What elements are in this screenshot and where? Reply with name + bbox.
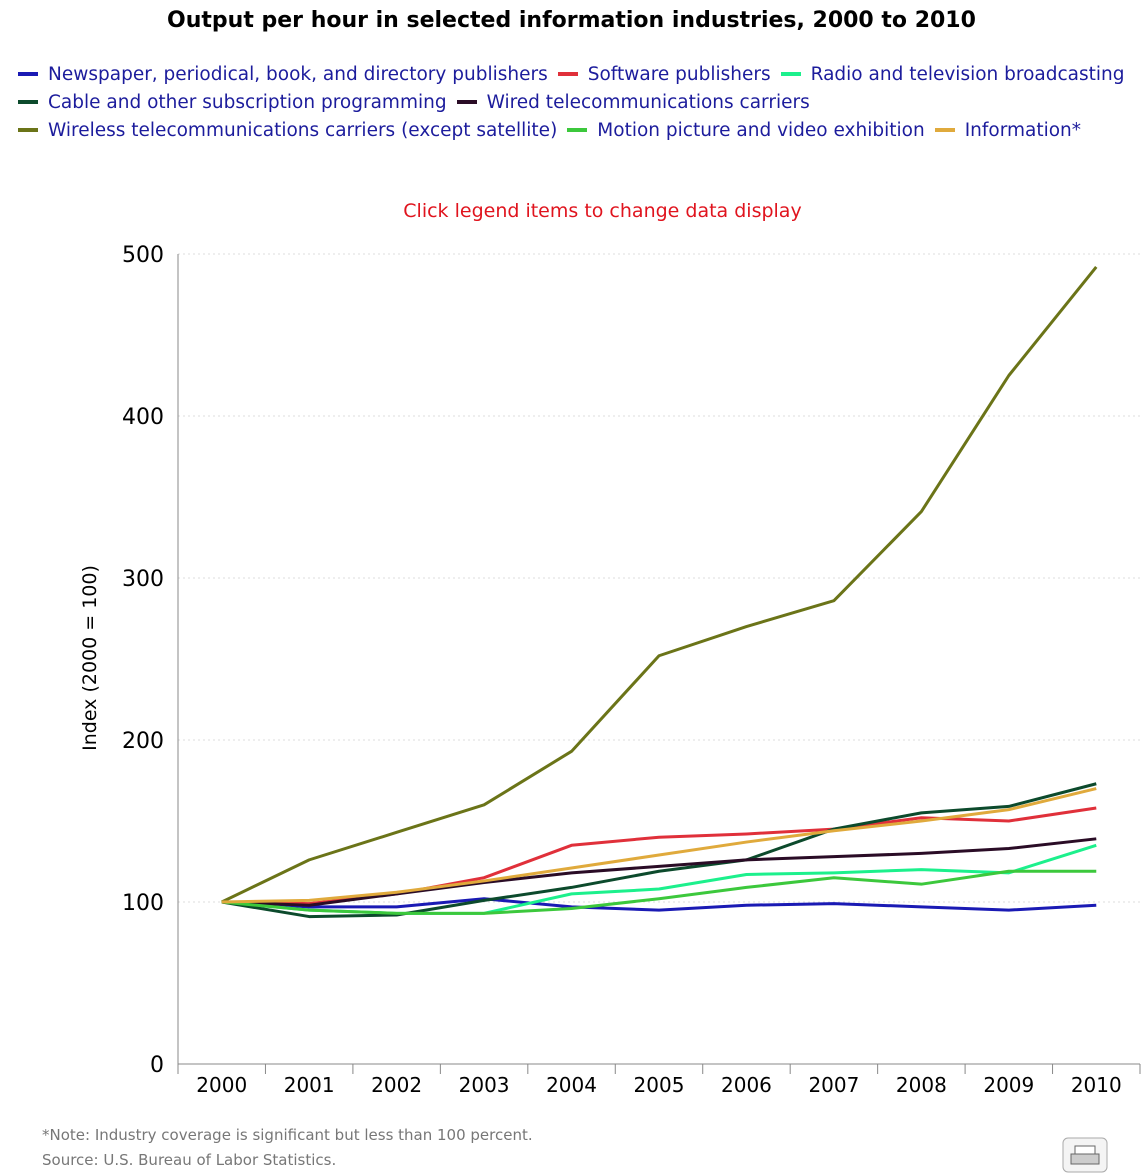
legend-swatch	[557, 72, 578, 76]
legend-swatch	[18, 72, 38, 76]
legend-label: Software publishers	[587, 63, 771, 85]
source: Source: U.S. Bureau of Labor Statistics.	[42, 1151, 337, 1169]
legend-item[interactable]: Newspaper, periodical, book, and directo…	[18, 62, 548, 86]
note: *Note: Industry coverage is significant …	[42, 1126, 533, 1144]
series-line	[221, 782, 1097, 919]
legend-label: Motion picture and video exhibition	[597, 119, 925, 141]
legend: Newspaper, periodical, book, and directo…	[18, 62, 1128, 142]
legend-swatch	[567, 128, 588, 132]
legend-label: Wireless telecommunications carriers (ex…	[48, 119, 558, 141]
y-tick-label: 200	[122, 729, 164, 754]
legend-label: Cable and other subscription programming	[48, 91, 447, 113]
legend-item[interactable]: Cable and other subscription programming	[18, 90, 447, 114]
legend-label: Newspaper, periodical, book, and directo…	[48, 63, 548, 85]
x-tick-label: 2008	[896, 1073, 947, 1097]
y-tick-label: 300	[122, 567, 164, 592]
y-tick-label: 0	[150, 1053, 164, 1078]
legend-label: Wired telecommunications carriers	[486, 91, 810, 113]
x-tick-label: 2005	[634, 1073, 685, 1097]
legend-swatch	[780, 72, 801, 76]
series-line	[221, 869, 1097, 915]
legend-label: Radio and television broadcasting	[810, 63, 1125, 85]
x-tick-label: 2006	[721, 1073, 772, 1097]
chart-subtitle: Click legend items to change data displa…	[403, 200, 802, 222]
chart-title: Output per hour in selected information …	[167, 8, 976, 33]
legend-swatch	[456, 100, 477, 104]
x-tick-label: 2007	[808, 1073, 859, 1097]
legend-swatch	[18, 100, 38, 104]
series-line	[221, 837, 1097, 907]
legend-item[interactable]: Motion picture and video exhibition	[567, 118, 925, 142]
x-tick-label: 2000	[196, 1073, 247, 1097]
legend-item[interactable]: Wired telecommunications carriers	[456, 90, 810, 114]
y-tick-label: 400	[122, 405, 164, 430]
legend-swatch	[18, 128, 38, 132]
series-line	[221, 897, 1097, 912]
x-tick-label: 2002	[371, 1073, 422, 1097]
x-tick-label: 2001	[284, 1073, 335, 1097]
x-tick-label: 2009	[983, 1073, 1034, 1097]
legend-swatch	[934, 128, 955, 132]
y-axis-label: Index (2000 = 100)	[79, 565, 101, 751]
y-tick-label: 100	[122, 891, 164, 916]
y-tick-label: 500	[122, 243, 164, 268]
legend-item[interactable]: Radio and television broadcasting	[780, 62, 1125, 86]
legend-item[interactable]: Information*	[934, 118, 1082, 142]
legend-item[interactable]: Wireless telecommunications carriers (ex…	[18, 118, 557, 142]
legend-label: Information*	[964, 119, 1082, 141]
series-line	[221, 266, 1098, 904]
x-tick-label: 2004	[546, 1073, 597, 1097]
x-tick-label: 2010	[1071, 1073, 1122, 1097]
x-tick-label: 2003	[459, 1073, 510, 1097]
series-line	[221, 787, 1097, 904]
print-button[interactable]	[1062, 1137, 1108, 1173]
legend-item[interactable]: Software publishers	[557, 62, 771, 86]
